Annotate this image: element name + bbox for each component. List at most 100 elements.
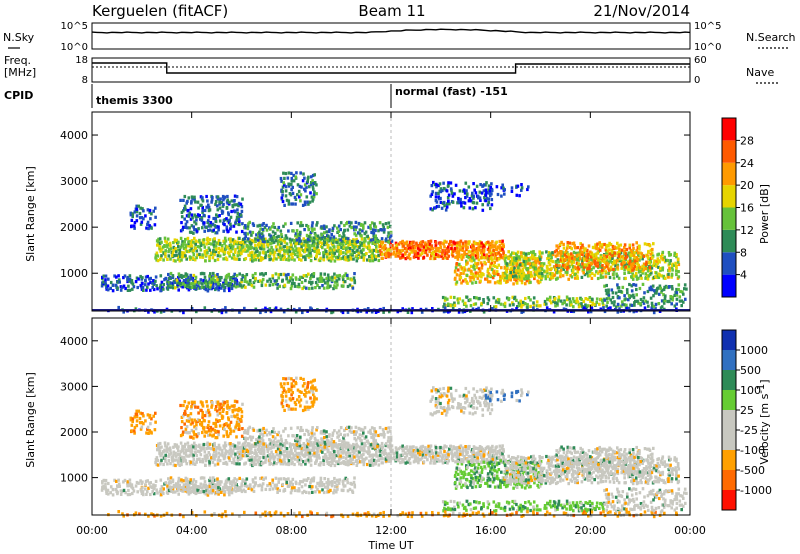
power-cell-2797 <box>564 251 567 255</box>
velocity-cell-426 <box>223 446 226 450</box>
power-cell-3084 <box>655 271 658 275</box>
power-cell-2159 <box>148 208 152 213</box>
velocity-cell-449 <box>232 446 236 450</box>
power-cell-2259 <box>474 191 478 195</box>
power-cell-2340 <box>459 271 463 276</box>
power-cell-2215 <box>450 191 454 195</box>
power-cell-82 <box>149 276 152 280</box>
power-cell-3377 <box>643 242 647 246</box>
power-cell-1030 <box>410 250 413 254</box>
power-cell-2212 <box>447 183 450 188</box>
velocity-cell-885 <box>362 460 366 465</box>
power-cell-2245 <box>469 199 473 203</box>
power-cell-3441 <box>495 299 498 303</box>
velocity-cell-465 <box>238 457 242 461</box>
power-cell-448 <box>231 244 235 248</box>
power-cell-2332 <box>455 273 459 277</box>
power-cell-667 <box>299 241 302 245</box>
power-cell-1817 <box>350 278 354 282</box>
power-cell-1945 <box>217 225 220 229</box>
power-cell-2679 <box>530 250 533 254</box>
power-cell-0 <box>100 284 104 288</box>
power-cell-35 <box>121 285 124 289</box>
power-cell-2814 <box>569 260 573 264</box>
power-cell-263 <box>169 247 173 251</box>
power-cell-2440 <box>492 273 496 277</box>
power-cell-1915 <box>207 203 210 207</box>
power-cell-2252 <box>472 196 475 200</box>
velocity-cell-441 <box>229 450 233 454</box>
power-cell-3140 <box>675 264 678 269</box>
power-cell-2850 <box>582 271 585 275</box>
power-cell-689 <box>307 255 311 259</box>
velocity-cell-607 <box>280 446 283 450</box>
power-cell-2328 <box>454 269 457 273</box>
power-cell-2244 <box>468 206 472 210</box>
power-cell-901 <box>367 236 370 240</box>
power-cell-853 <box>353 250 356 254</box>
power-cell-2001 <box>234 220 237 224</box>
nsky-series-line <box>91 28 691 34</box>
power-cell-1826 <box>180 210 184 214</box>
power-cell-44 <box>128 279 131 283</box>
power-cell-3849 <box>677 287 680 292</box>
power-cell-2729 <box>545 264 549 268</box>
power-cell-2346 <box>460 266 464 270</box>
power-cell-2743 <box>549 272 553 276</box>
velocity-cell-270 <box>172 450 176 454</box>
power-cell-1856 <box>190 213 193 217</box>
power-cell-769 <box>329 251 333 255</box>
power-cell-1393 <box>306 224 310 229</box>
velocity-cell-471 <box>238 441 241 445</box>
power-cell-863 <box>354 242 357 246</box>
power-cell-2185 <box>437 191 440 195</box>
power-cell-892 <box>365 252 368 256</box>
power-cell-1035 <box>412 255 416 259</box>
power-cell-3650 <box>451 307 455 311</box>
velocity-cell-915 <box>371 446 374 450</box>
velocity-cell-766 <box>329 463 333 468</box>
power-cell-2054 <box>287 182 290 186</box>
velocity-cell-427 <box>224 444 228 448</box>
power-cell-3400 <box>444 296 447 300</box>
velocity-cell-581 <box>271 453 275 457</box>
velocity-cell-1069 <box>423 450 426 454</box>
velocity-cell-1094 <box>433 461 437 465</box>
velocity-cell-55 <box>130 483 134 487</box>
power-cell-3825 <box>663 296 667 300</box>
velocity-cell-1051 <box>416 456 420 460</box>
power-cell-1944 <box>217 228 220 232</box>
power-cell-1577 <box>191 281 194 286</box>
velocity-cell-881 <box>361 448 364 452</box>
power-cell-1739 <box>302 285 306 289</box>
power-cell-2727 <box>545 269 549 273</box>
velocity-cell-1079 <box>426 447 430 452</box>
velocity-cell-586 <box>273 455 277 459</box>
nave-tick-top: 60 <box>694 55 707 66</box>
power-cell-93 <box>158 285 162 289</box>
power-cell-1299 <box>244 224 247 228</box>
velocity-cell-1090 <box>432 455 435 459</box>
velocity-cell-313 <box>184 442 187 446</box>
power-cell-3565 <box>159 310 163 314</box>
power-cell-3108 <box>661 252 664 256</box>
power-cell-2178 <box>434 195 438 199</box>
velocity-cell-378 <box>206 445 210 449</box>
power-cell-3501 <box>561 302 564 306</box>
power-cell-683 <box>303 249 307 253</box>
power-cell-2329 <box>454 266 458 270</box>
power-cell-2117 <box>313 181 317 185</box>
power-cell-2357 <box>464 268 467 272</box>
power-cell-662 <box>298 257 301 261</box>
power-cell-3096 <box>657 252 661 256</box>
power-cell-3072 <box>650 266 654 270</box>
velocity-cell-989 <box>396 453 399 457</box>
velocity-cell-882 <box>361 446 364 450</box>
power-cell-3277 <box>602 260 606 264</box>
power-cell-2086 <box>301 179 305 183</box>
power-cell-3591 <box>269 310 273 314</box>
power-cell-879 <box>360 251 363 255</box>
power-cell-3794 <box>646 289 650 294</box>
power-cell-1392 <box>307 228 310 232</box>
nsearch-tick-bottom: 10^0 <box>694 42 721 53</box>
